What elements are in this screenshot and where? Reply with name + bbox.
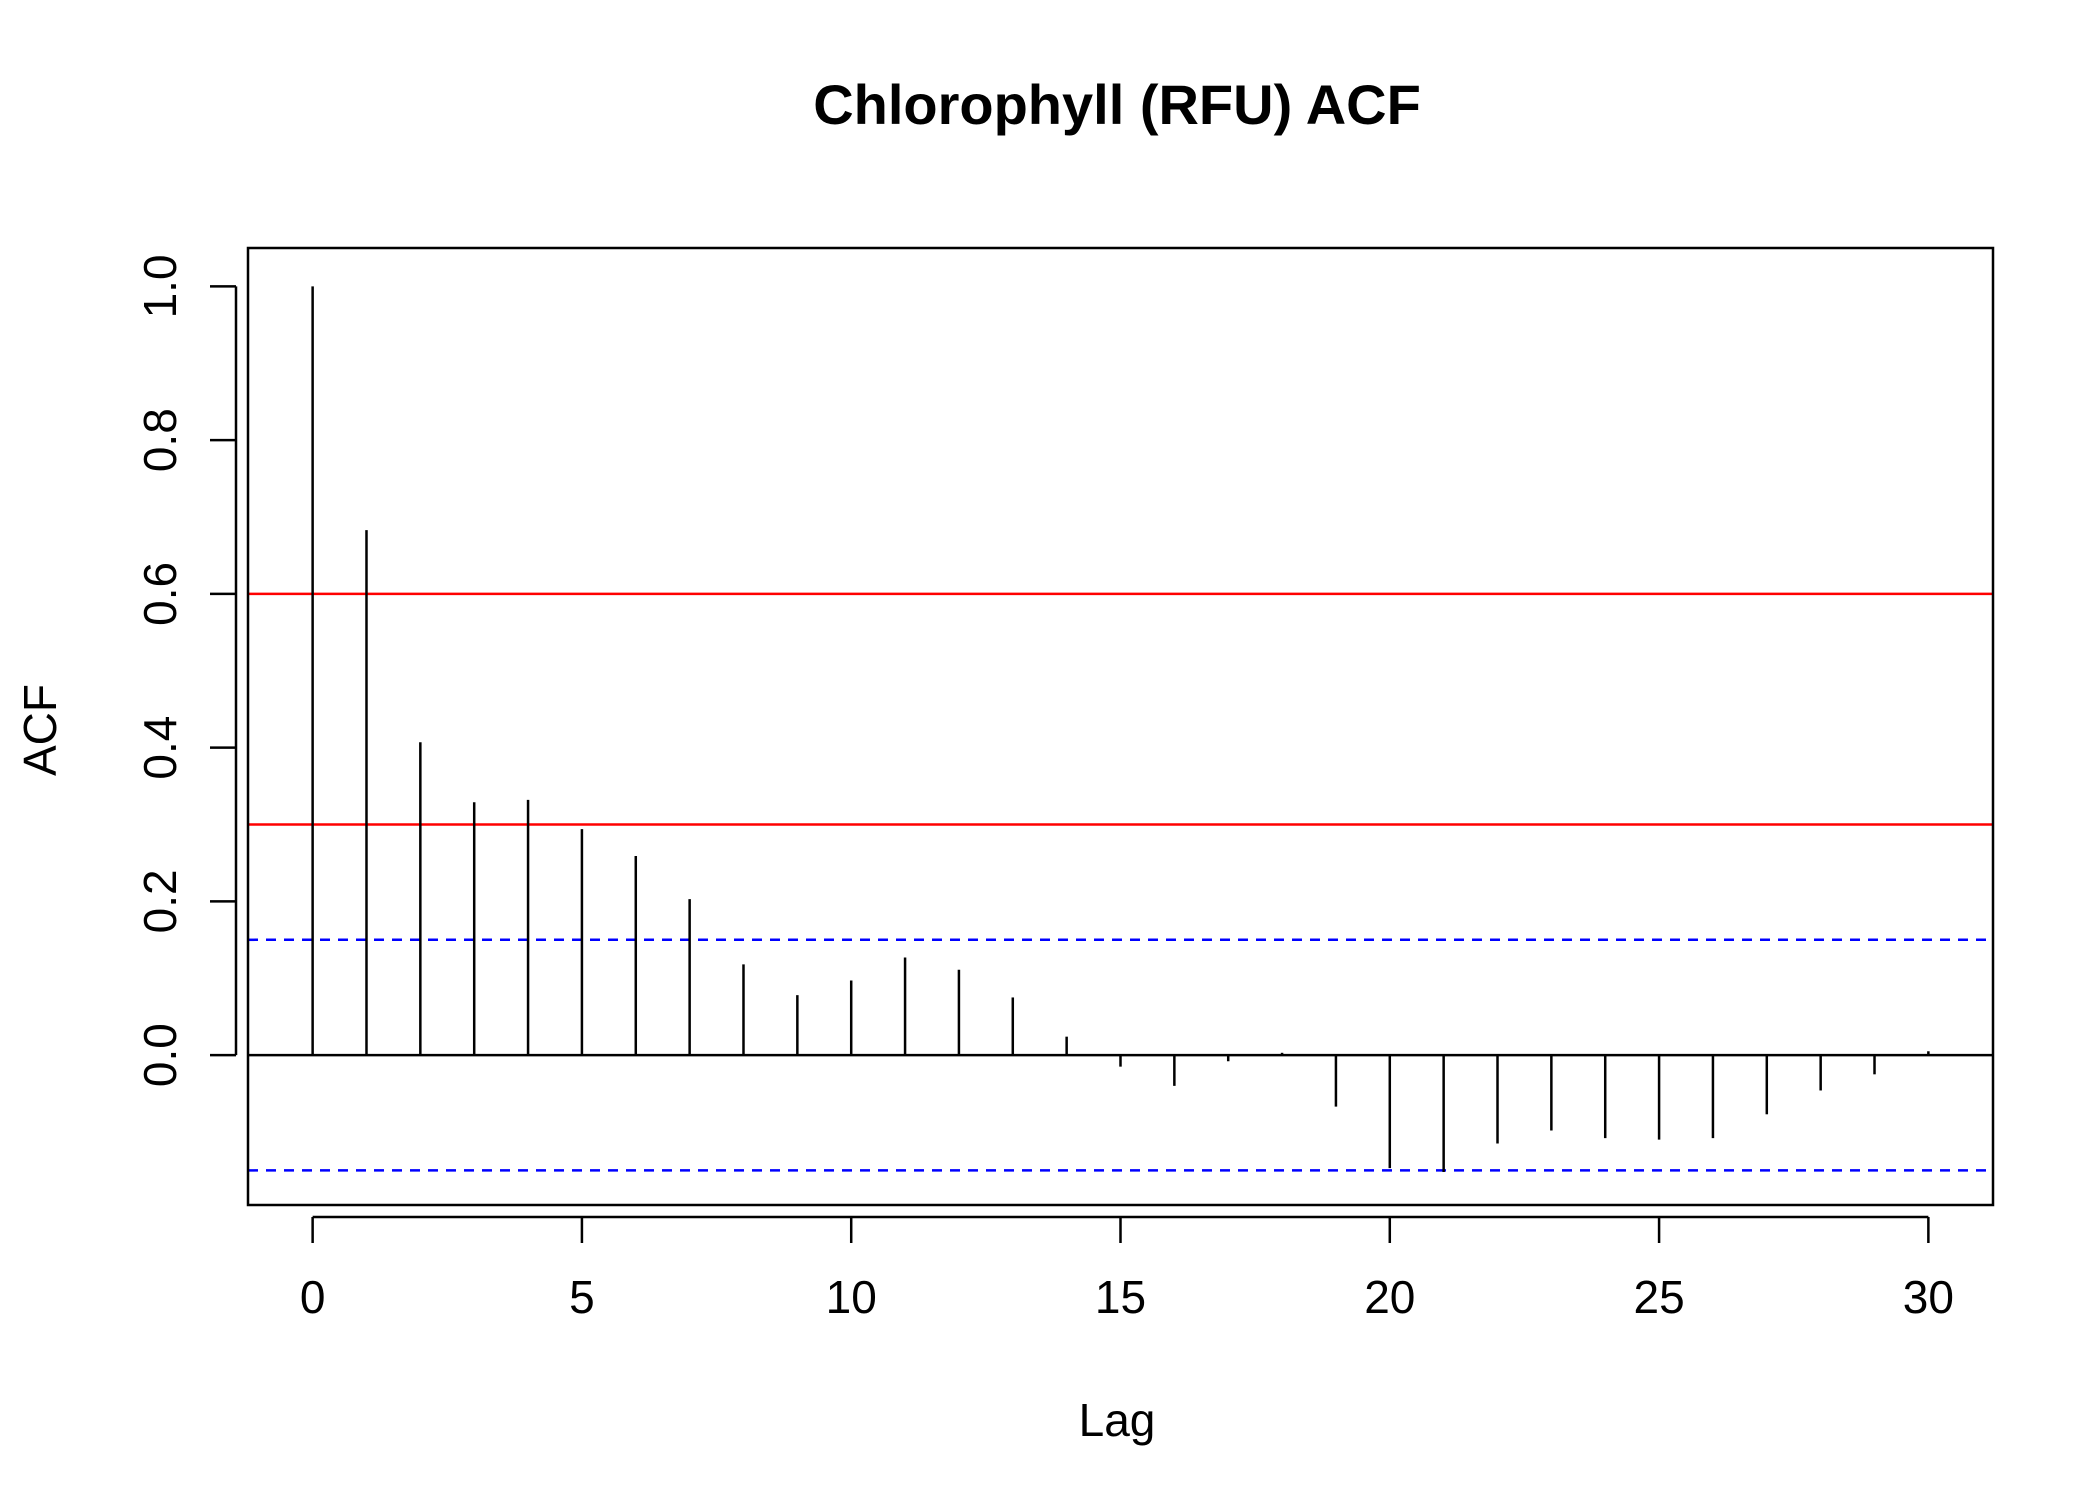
- x-tick-label-30: 30: [1903, 1271, 1954, 1323]
- x-axis-label: Lag: [1079, 1394, 1156, 1446]
- x-tick-label-5: 5: [569, 1271, 595, 1323]
- x-tick-label-10: 10: [826, 1271, 877, 1323]
- x-tick-label-15: 15: [1095, 1271, 1146, 1323]
- plot-frame: [246, 246, 1995, 1207]
- x-tick-label-0: 0: [300, 1271, 326, 1323]
- y-tick-label-0.6: 0.6: [134, 562, 186, 626]
- y-tick-label-1.0: 1.0: [134, 254, 186, 318]
- reference-lines: [248, 592, 1993, 1172]
- x-tick-label-25: 25: [1633, 1271, 1684, 1323]
- acf-bars: [311, 286, 1930, 1172]
- y-axis-label: ACF: [14, 684, 66, 776]
- x-axis: 0 5 10 15 20 25 30: [300, 1215, 1954, 1323]
- y-tick-label-0.4: 0.4: [134, 716, 186, 780]
- y-tick-label-0.8: 0.8: [134, 408, 186, 472]
- chart-title: Chlorophyll (RFU) ACF: [813, 73, 1421, 136]
- y-tick-label-0.0: 0.0: [134, 1023, 186, 1087]
- x-tick-label-20: 20: [1364, 1271, 1415, 1323]
- y-axis: 0.0 0.2 0.4 0.6 0.8 1.0: [134, 254, 238, 1087]
- y-tick-label-0.2: 0.2: [134, 869, 186, 933]
